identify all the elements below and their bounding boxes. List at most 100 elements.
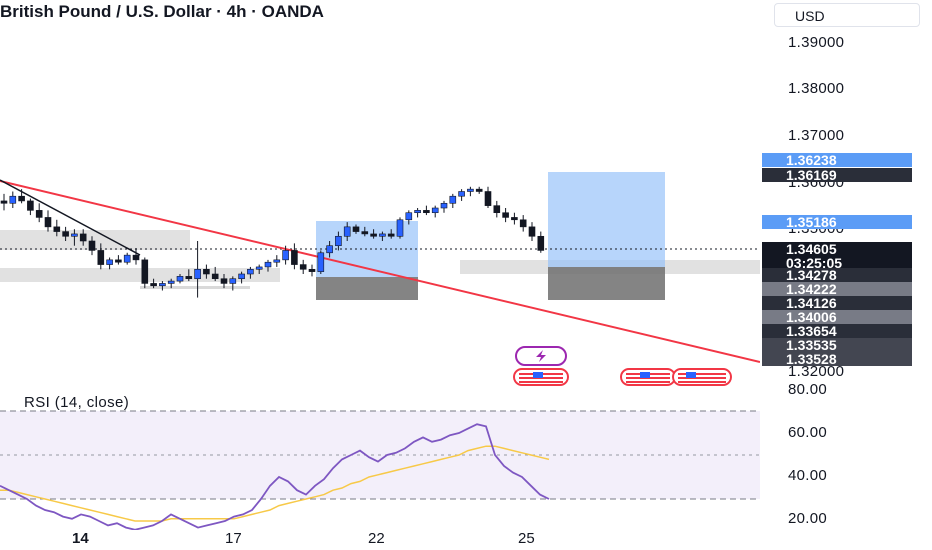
candle <box>255 266 263 270</box>
price-tag: 1.33654 <box>762 324 912 338</box>
candle <box>176 276 184 282</box>
candle <box>167 280 175 284</box>
candle <box>220 278 228 284</box>
candle <box>123 254 131 263</box>
candle <box>343 226 351 237</box>
candle <box>238 273 245 280</box>
price-tag: 1.34222 <box>762 282 912 296</box>
candle <box>18 195 25 202</box>
position-stop-zone-2[interactable] <box>548 267 665 300</box>
candle <box>71 233 78 237</box>
trendline-red[interactable] <box>0 180 760 363</box>
time-axis-label: 17 <box>225 530 242 547</box>
candle <box>308 268 316 272</box>
candle <box>185 276 193 280</box>
price-tag: 1.34278 <box>762 268 912 282</box>
price-tag: 1.34605 <box>762 242 912 256</box>
price-tag: 03:25:05 <box>762 256 912 270</box>
candle <box>35 210 43 218</box>
candle <box>203 268 210 275</box>
candle <box>0 200 8 204</box>
time-axis-label: 25 <box>518 530 535 547</box>
rsi-indicator-label[interactable]: RSI (14, close) <box>24 394 130 411</box>
price-tag: 1.33535 <box>762 338 912 352</box>
candle <box>291 250 298 265</box>
candle <box>273 259 281 263</box>
candle <box>106 259 113 265</box>
candle <box>352 226 360 232</box>
candle <box>159 283 166 287</box>
candle <box>493 205 501 214</box>
support-zone-left-upper <box>0 230 190 250</box>
candle <box>449 195 457 204</box>
symbol-title[interactable]: British Pound / U.S. Dollar · 4h · OANDA <box>0 2 324 21</box>
us-flag-event-icon-2[interactable] <box>620 368 676 386</box>
candle <box>519 219 527 228</box>
candle <box>229 278 237 284</box>
candle <box>97 250 105 265</box>
rsi-line <box>0 423 550 530</box>
flash-event-icon[interactable] <box>515 346 567 366</box>
candle <box>511 217 518 221</box>
candle <box>247 268 254 275</box>
candle <box>475 188 483 192</box>
price-chart[interactable] <box>0 0 760 388</box>
candle <box>62 231 69 237</box>
rsi-pane[interactable] <box>0 390 760 530</box>
candle <box>387 233 395 237</box>
candle <box>458 191 465 197</box>
candle <box>141 259 149 284</box>
price-tag: 1.36238 <box>762 153 912 167</box>
support-zone-bottom <box>140 286 250 289</box>
rsi-ma-line <box>0 445 550 522</box>
candle <box>79 233 87 242</box>
time-axis-label: 14 <box>72 530 89 547</box>
candle <box>396 219 404 237</box>
rsi-axis-label: 40.00 <box>788 467 828 484</box>
us-flag-event-icon-3[interactable] <box>672 368 732 386</box>
price-axis-label: 1.37000 <box>788 127 845 144</box>
candle <box>132 254 140 261</box>
candle <box>361 231 369 235</box>
price-tag: 1.35186 <box>762 215 912 229</box>
rsi-axis-label: 60.00 <box>788 424 828 441</box>
candle <box>27 200 34 211</box>
candle <box>502 212 509 218</box>
position-target-zone-2[interactable] <box>548 172 665 267</box>
candle <box>44 217 52 228</box>
candle <box>484 191 492 206</box>
candle <box>326 245 333 254</box>
candle <box>150 283 157 287</box>
candle <box>379 233 386 237</box>
price-axis-label: 1.39000 <box>788 34 845 51</box>
candle <box>405 212 413 221</box>
candle <box>528 226 536 237</box>
price-tag: 1.34006 <box>762 310 912 324</box>
candle <box>414 210 421 214</box>
candle <box>115 259 122 263</box>
candle <box>440 202 448 209</box>
candles-group <box>0 186 545 298</box>
candle <box>299 264 307 270</box>
trendline-black[interactable] <box>0 179 141 256</box>
candle <box>211 273 219 280</box>
candle <box>317 252 325 272</box>
candle <box>423 210 430 214</box>
time-axis-label: 22 <box>368 530 385 547</box>
candle <box>431 207 439 214</box>
support-zone-left-lower <box>0 268 280 282</box>
rsi-axis-label: 20.00 <box>788 510 828 527</box>
position-stop-zone-1[interactable] <box>316 277 418 300</box>
price-axis-label: 1.38000 <box>788 80 845 97</box>
rsi-axis-label: 80.00 <box>788 381 828 398</box>
candle <box>194 268 201 280</box>
candle <box>88 240 96 251</box>
price-tag: 1.34126 <box>762 296 912 310</box>
candle <box>467 188 474 192</box>
us-flag-event-icon[interactable] <box>513 368 569 386</box>
candle <box>370 233 377 237</box>
price-axis-label: 1.32000 <box>788 363 845 380</box>
candle <box>537 235 545 251</box>
currency-button[interactable]: USD <box>774 3 920 27</box>
candle <box>282 250 289 261</box>
